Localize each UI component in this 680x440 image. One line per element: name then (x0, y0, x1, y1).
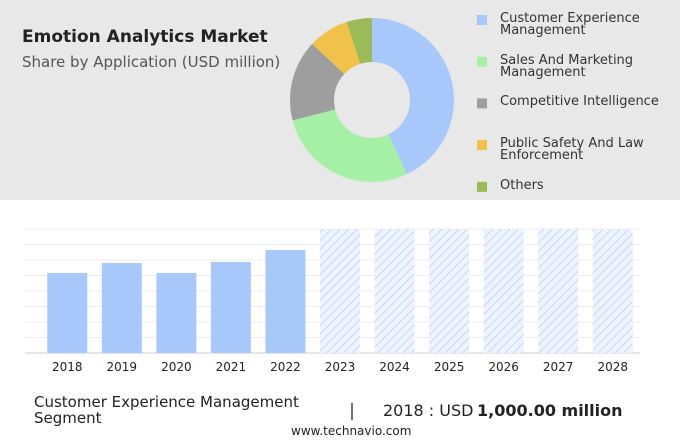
bar (210, 261, 251, 353)
footer-segment: Customer Experience Management Segment (34, 393, 299, 427)
x-tick-label: 2018 (52, 360, 83, 374)
legend-swatch (477, 56, 487, 67)
bar (265, 249, 306, 353)
chart-subtitle: Share by Application (USD million) (22, 53, 280, 71)
forecast-placeholder (592, 229, 633, 353)
donut-slice (289, 43, 345, 121)
bar (101, 263, 142, 353)
footer-value: 1,000.00 million (477, 401, 623, 420)
donut-slice (346, 18, 372, 64)
chart-title: Emotion Analytics Market (22, 27, 268, 47)
forecast-placeholder (538, 229, 579, 353)
legend-swatch (477, 98, 487, 109)
x-tick-label: 2022 (270, 360, 301, 374)
forecast-placeholder (483, 229, 524, 353)
legend-label: Public Safety And Law Enforcement (500, 136, 644, 164)
forecast-placeholder (429, 229, 470, 353)
donut-slice (372, 18, 454, 175)
bar (47, 273, 88, 353)
x-tick-label: 2024 (379, 360, 410, 374)
x-tick-label: 2021 (216, 360, 247, 374)
legend-swatch (477, 140, 487, 151)
legend-label: Sales And Marketing Management (500, 52, 634, 80)
x-tick-label: 2026 (488, 360, 519, 374)
donut-slice (292, 109, 407, 183)
x-tick-label: 2028 (597, 360, 628, 374)
legend-label: Competitive Intelligence (500, 94, 659, 110)
x-tick-label: 2019 (107, 360, 138, 374)
x-tick-label: 2020 (161, 360, 192, 374)
footer-source: www.technavio.com (291, 424, 412, 438)
legend-swatch (477, 181, 487, 192)
bar (156, 273, 197, 353)
forecast-placeholder (374, 229, 415, 353)
forecast-placeholder (320, 229, 360, 353)
legend-label: Customer Experience Management (500, 11, 640, 38)
donut-slice (312, 22, 361, 74)
x-tick-label: 2023 (325, 360, 356, 374)
footer-year: 2018 : USD (383, 401, 474, 420)
x-tick-label: 2025 (434, 360, 465, 374)
x-tick-label: 2027 (543, 360, 574, 374)
legend-swatch (477, 15, 487, 25)
legend-label: Others (500, 177, 544, 193)
